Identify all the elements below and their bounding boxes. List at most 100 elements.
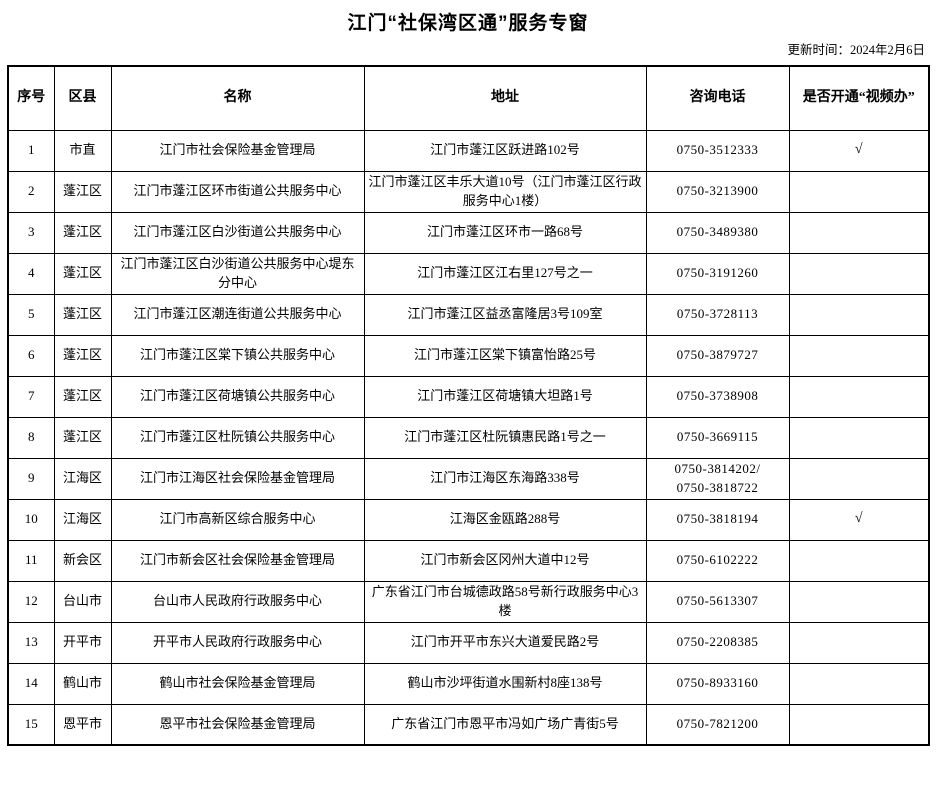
cell-phone: 0750-3213900 (645, 170, 790, 213)
cell-district: 蓬江区 (53, 252, 112, 295)
cell-video-check (788, 375, 930, 418)
cell-name: 台山市人民政府行政服务中心 (110, 580, 365, 623)
cell-video-check (788, 334, 930, 377)
cell-video-check (788, 539, 930, 582)
cell-name: 江门市蓬江区杜阮镇公共服务中心 (110, 416, 365, 459)
cell-name: 江门市新会区社会保险基金管理局 (110, 539, 365, 582)
cell-address: 江门市开平市东兴大道爱民路2号 (363, 621, 647, 664)
header-name: 名称 (110, 65, 365, 131)
cell-name: 江门市蓬江区环市街道公共服务中心 (110, 170, 365, 213)
cell-video-check (788, 662, 930, 705)
table-row: 5 蓬江区 江门市蓬江区潮连街道公共服务中心 江门市蓬江区益丞富隆居3号109室… (7, 293, 930, 336)
cell-phone: 0750-3669115 (645, 416, 790, 459)
cell-district: 恩平市 (53, 703, 112, 746)
cell-name: 鹤山市社会保险基金管理局 (110, 662, 365, 705)
table-row: 10 江海区 江门市高新区综合服务中心 江海区金瓯路288号 0750-3818… (7, 498, 930, 541)
update-time-label: 更新时间：2024年2月6日 (787, 43, 925, 57)
cell-district: 台山市 (53, 580, 112, 623)
cell-district: 江海区 (53, 498, 112, 541)
cell-serial-number: 12 (7, 580, 55, 623)
cell-serial-number: 10 (7, 498, 55, 541)
cell-district: 开平市 (53, 621, 112, 664)
cell-serial-number: 6 (7, 334, 55, 377)
cell-address: 鹤山市沙坪街道水围新村8座138号 (363, 662, 647, 705)
page-title: 江门“社保湾区通”服务专窗 (347, 13, 589, 34)
cell-district: 鹤山市 (53, 662, 112, 705)
cell-phone: 0750-2208385 (645, 621, 790, 664)
cell-address: 江门市蓬江区跃进路102号 (363, 129, 647, 172)
cell-district: 新会区 (53, 539, 112, 582)
cell-video-check (788, 293, 930, 336)
cell-name: 江门市蓬江区白沙街道公共服务中心 (110, 211, 365, 254)
header-phone: 咨询电话 (645, 65, 790, 131)
cell-video-check (788, 170, 930, 213)
table-row: 3 蓬江区 江门市蓬江区白沙街道公共服务中心 江门市蓬江区环市一路68号 075… (7, 211, 930, 254)
cell-address: 江门市蓬江区环市一路68号 (363, 211, 647, 254)
table-row: 12 台山市 台山市人民政府行政服务中心 广东省江门市台城德政路58号新行政服务… (7, 580, 930, 623)
header-video-service: 是否开通“视频办” (788, 65, 930, 131)
cell-address: 广东省江门市台城德政路58号新行政服务中心3楼 (363, 580, 647, 623)
cell-serial-number: 8 (7, 416, 55, 459)
table-row: 2 蓬江区 江门市蓬江区环市街道公共服务中心 江门市蓬江区丰乐大道10号（江门市… (7, 170, 930, 213)
cell-video-check (788, 457, 930, 500)
cell-address: 江门市蓬江区杜阮镇惠民路1号之一 (363, 416, 647, 459)
cell-address: 广东省江门市恩平市冯如广场广青街5号 (363, 703, 647, 746)
cell-phone: 0750-3879727 (645, 334, 790, 377)
cell-phone: 0750-8933160 (645, 662, 790, 705)
cell-address: 江门市蓬江区江右里127号之一 (363, 252, 647, 295)
cell-video-check (788, 703, 930, 746)
cell-address: 江门市蓬江区棠下镇富怡路25号 (363, 334, 647, 377)
cell-name: 江门市蓬江区棠下镇公共服务中心 (110, 334, 365, 377)
cell-phone: 0750-3728113 (645, 293, 790, 336)
cell-district: 蓬江区 (53, 375, 112, 418)
cell-name: 江门市江海区社会保险基金管理局 (110, 457, 365, 500)
cell-name: 江门市社会保险基金管理局 (110, 129, 365, 172)
cell-phone: 0750-3512333 (645, 129, 790, 172)
cell-name: 江门市蓬江区潮连街道公共服务中心 (110, 293, 365, 336)
cell-video-check (788, 621, 930, 664)
cell-phone: 0750-6102222 (645, 539, 790, 582)
cell-video-check: √ (788, 129, 930, 172)
table-row: 6 蓬江区 江门市蓬江区棠下镇公共服务中心 江门市蓬江区棠下镇富怡路25号 07… (7, 334, 930, 377)
table-row: 13 开平市 开平市人民政府行政服务中心 江门市开平市东兴大道爱民路2号 075… (7, 621, 930, 664)
cell-name: 江门市蓬江区荷塘镇公共服务中心 (110, 375, 365, 418)
cell-phone: 0750-3818194 (645, 498, 790, 541)
cell-serial-number: 11 (7, 539, 55, 582)
cell-video-check (788, 211, 930, 254)
table-row: 15 恩平市 恩平市社会保险基金管理局 广东省江门市恩平市冯如广场广青街5号 0… (7, 703, 930, 746)
cell-serial-number: 7 (7, 375, 55, 418)
cell-address: 江海区金瓯路288号 (363, 498, 647, 541)
cell-name: 江门市蓬江区白沙街道公共服务中心堤东分中心 (110, 252, 365, 295)
cell-name: 开平市人民政府行政服务中心 (110, 621, 365, 664)
cell-phone: 0750-3191260 (645, 252, 790, 295)
table-row: 8 蓬江区 江门市蓬江区杜阮镇公共服务中心 江门市蓬江区杜阮镇惠民路1号之一 0… (7, 416, 930, 459)
cell-address: 江门市蓬江区丰乐大道10号（江门市蓬江区行政服务中心1楼） (363, 170, 647, 213)
cell-district: 蓬江区 (53, 211, 112, 254)
cell-video-check: √ (788, 498, 930, 541)
table-row: 11 新会区 江门市新会区社会保险基金管理局 江门市新会区冈州大道中12号 07… (7, 539, 930, 582)
cell-video-check (788, 252, 930, 295)
cell-video-check (788, 580, 930, 623)
table-row: 1 市直 江门市社会保险基金管理局 江门市蓬江区跃进路102号 0750-351… (7, 129, 930, 172)
cell-serial-number: 2 (7, 170, 55, 213)
table-body: 1 市直 江门市社会保险基金管理局 江门市蓬江区跃进路102号 0750-351… (7, 129, 930, 746)
cell-address: 江门市蓬江区荷塘镇大坦路1号 (363, 375, 647, 418)
cell-address: 江门市新会区冈州大道中12号 (363, 539, 647, 582)
table-row: 9 江海区 江门市江海区社会保险基金管理局 江门市江海区东海路338号 0750… (7, 457, 930, 500)
header-serial-number: 序号 (7, 65, 55, 131)
table-row: 14 鹤山市 鹤山市社会保险基金管理局 鹤山市沙坪街道水围新村8座138号 07… (7, 662, 930, 705)
cell-district: 蓬江区 (53, 293, 112, 336)
cell-serial-number: 9 (7, 457, 55, 500)
cell-phone: 0750-7821200 (645, 703, 790, 746)
cell-serial-number: 15 (7, 703, 55, 746)
cell-video-check (788, 416, 930, 459)
cell-phone: 0750-3738908 (645, 375, 790, 418)
cell-address: 江门市江海区东海路338号 (363, 457, 647, 500)
cell-district: 蓬江区 (53, 334, 112, 377)
cell-serial-number: 5 (7, 293, 55, 336)
table-row: 7 蓬江区 江门市蓬江区荷塘镇公共服务中心 江门市蓬江区荷塘镇大坦路1号 075… (7, 375, 930, 418)
cell-phone: 0750-5613307 (645, 580, 790, 623)
cell-serial-number: 14 (7, 662, 55, 705)
service-window-table: 序号 区县 名称 地址 咨询电话 是否开通“视频办” 1 市直 江门市社会保险基… (7, 65, 930, 746)
cell-address: 江门市蓬江区益丞富隆居3号109室 (363, 293, 647, 336)
